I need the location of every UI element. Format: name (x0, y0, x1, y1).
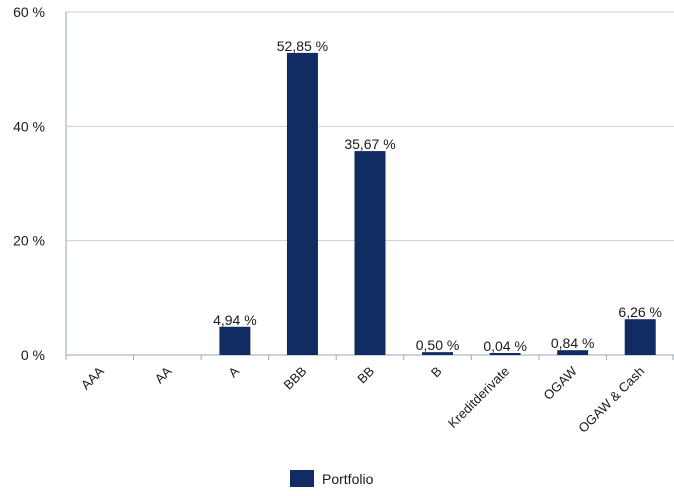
x-category-label: Kreditderivate (445, 364, 512, 431)
legend: Portfolio (290, 470, 374, 487)
x-category-label: A (225, 363, 242, 380)
data-label: 52,85 % (277, 38, 328, 54)
x-category-label: AA (152, 363, 175, 386)
legend-label: Portfolio (322, 471, 374, 487)
x-category-label: B (428, 364, 445, 381)
data-label: 0,50 % (416, 337, 460, 353)
data-label: 0,04 % (483, 338, 527, 354)
bar-a (219, 326, 251, 355)
data-label: 4,94 % (213, 312, 257, 328)
x-category-label: OGAW & Cash (575, 364, 647, 436)
bar-kreditderivate (489, 353, 521, 355)
bars (219, 52, 656, 355)
data-label: 0,84 % (551, 335, 595, 351)
bar-bbb (286, 52, 318, 355)
x-category-label: BB (354, 364, 377, 387)
x-category-label: BBB (281, 364, 310, 393)
y-axis-ticks: 0 % 20 % 40 % 60 % (13, 4, 45, 363)
y-tick-label: 60 % (13, 4, 45, 20)
bar-ogaw (557, 350, 589, 355)
data-label: 35,67 % (344, 136, 395, 152)
x-category-label: AAA (78, 363, 107, 392)
x-category-label: OGAW (540, 363, 580, 403)
data-label: 6,26 % (618, 304, 662, 320)
bar-ogaw-cash (624, 319, 656, 355)
y-tick-label: 0 % (21, 347, 45, 363)
data-labels: 4,94 % 52,85 % 35,67 % 0,50 % 0,04 % 0,84 % 6,… (213, 38, 662, 354)
y-tick-label: 20 % (13, 233, 45, 249)
y-tick-label: 40 % (13, 118, 45, 134)
bar-bb (354, 151, 386, 355)
legend-swatch (290, 470, 314, 487)
bar-b (422, 352, 454, 355)
